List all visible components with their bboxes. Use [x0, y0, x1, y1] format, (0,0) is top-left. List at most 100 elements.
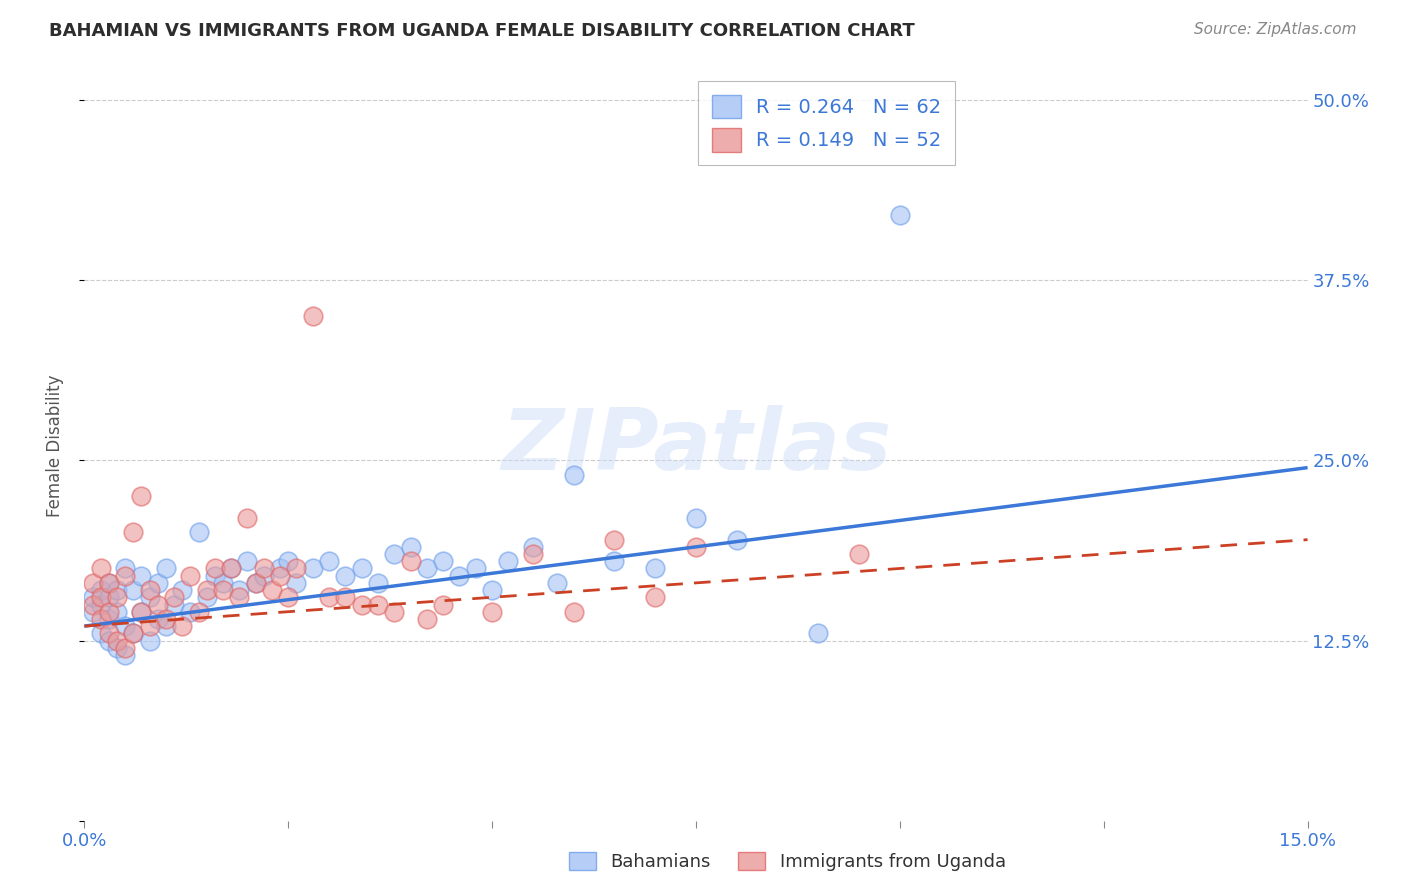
- Point: [131, 605, 153, 619]
- Point: [245, 575, 267, 590]
- Point: [122, 583, 145, 598]
- Point: [90, 591, 112, 605]
- Point: [318, 591, 340, 605]
- Point: [105, 605, 128, 619]
- Point: [187, 605, 209, 619]
- Point: [179, 568, 201, 582]
- Point: [245, 575, 267, 590]
- Point: [277, 591, 299, 605]
- Point: [301, 310, 323, 324]
- Point: [105, 583, 128, 598]
- Point: [131, 605, 153, 619]
- Point: [146, 575, 169, 590]
- Point: [146, 612, 169, 626]
- Point: [301, 561, 323, 575]
- Point: [195, 591, 218, 605]
- Point: [212, 583, 235, 598]
- Point: [464, 561, 486, 575]
- Point: [82, 575, 104, 590]
- Point: [97, 591, 120, 605]
- Point: [603, 554, 626, 568]
- Point: [603, 533, 626, 547]
- Point: [644, 561, 666, 575]
- Point: [172, 583, 194, 598]
- Point: [367, 575, 389, 590]
- Point: [277, 554, 299, 568]
- Point: [481, 583, 503, 598]
- Point: [131, 568, 153, 582]
- Point: [97, 612, 120, 626]
- Point: [432, 598, 454, 612]
- Point: [269, 561, 291, 575]
- Point: [163, 591, 186, 605]
- Point: [155, 612, 177, 626]
- Legend: Bahamians, Immigrants from Uganda: Bahamians, Immigrants from Uganda: [562, 845, 1012, 879]
- Point: [382, 547, 405, 561]
- Point: [498, 554, 520, 568]
- Point: [114, 640, 136, 655]
- Point: [105, 591, 128, 605]
- Point: [82, 605, 104, 619]
- Point: [253, 568, 276, 582]
- Point: [114, 561, 136, 575]
- Point: [97, 605, 120, 619]
- Point: [97, 633, 120, 648]
- Point: [122, 626, 145, 640]
- Point: [97, 575, 120, 590]
- Point: [114, 568, 136, 582]
- Point: [122, 525, 145, 540]
- Point: [97, 575, 120, 590]
- Point: [97, 626, 120, 640]
- Point: [382, 605, 405, 619]
- Point: [481, 605, 503, 619]
- Point: [138, 591, 160, 605]
- Point: [138, 633, 160, 648]
- Point: [155, 561, 177, 575]
- Point: [114, 648, 136, 662]
- Point: [546, 575, 568, 590]
- Point: [195, 583, 218, 598]
- Point: [187, 525, 209, 540]
- Point: [236, 511, 259, 525]
- Point: [163, 598, 186, 612]
- Point: [90, 598, 112, 612]
- Point: [522, 540, 544, 554]
- Point: [138, 583, 160, 598]
- Point: [725, 533, 748, 547]
- Point: [848, 547, 870, 561]
- Point: [204, 561, 226, 575]
- Point: [335, 591, 357, 605]
- Point: [219, 561, 242, 575]
- Point: [82, 591, 104, 605]
- Point: [204, 568, 226, 582]
- Point: [432, 554, 454, 568]
- Point: [122, 626, 145, 640]
- Point: [253, 561, 276, 575]
- Point: [155, 619, 177, 633]
- Point: [131, 490, 153, 504]
- Point: [90, 612, 112, 626]
- Point: [644, 591, 666, 605]
- Point: [146, 598, 169, 612]
- Point: [449, 568, 471, 582]
- Point: [416, 612, 439, 626]
- Point: [562, 467, 585, 482]
- Point: [285, 575, 308, 590]
- Text: ZIPatlas: ZIPatlas: [501, 404, 891, 488]
- Text: Source: ZipAtlas.com: Source: ZipAtlas.com: [1194, 22, 1357, 37]
- Point: [228, 591, 250, 605]
- Point: [335, 568, 357, 582]
- Text: BAHAMIAN VS IMMIGRANTS FROM UGANDA FEMALE DISABILITY CORRELATION CHART: BAHAMIAN VS IMMIGRANTS FROM UGANDA FEMAL…: [49, 22, 915, 40]
- Point: [114, 619, 136, 633]
- Point: [350, 598, 373, 612]
- Y-axis label: Female Disability: Female Disability: [45, 375, 63, 517]
- Point: [685, 540, 707, 554]
- Point: [367, 598, 389, 612]
- Point: [522, 547, 544, 561]
- Point: [105, 640, 128, 655]
- Point: [685, 511, 707, 525]
- Point: [285, 561, 308, 575]
- Point: [399, 540, 422, 554]
- Point: [350, 561, 373, 575]
- Point: [90, 561, 112, 575]
